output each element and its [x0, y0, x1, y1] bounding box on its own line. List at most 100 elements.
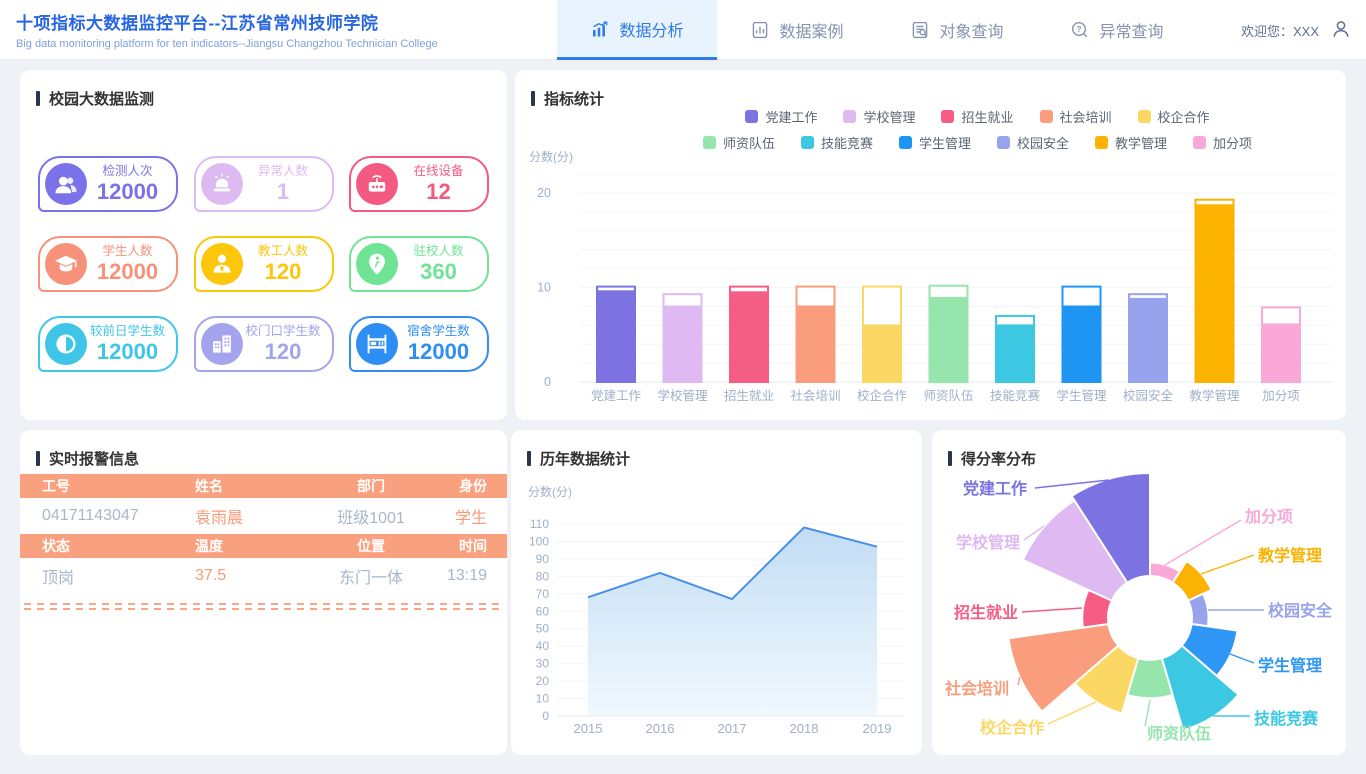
alert-table-header-row: 状态 温度 位置 时间	[20, 534, 507, 558]
legend-item-学校管理[interactable]: 学校管理	[843, 107, 915, 126]
panel-title: 指标统计	[515, 70, 1346, 109]
rose-label-校企合作: 校企合作	[980, 718, 1044, 737]
doc-search-icon	[910, 20, 930, 40]
report-icon	[750, 20, 770, 40]
legend-swatch	[800, 136, 814, 149]
legend-item-加分项[interactable]: 加分项	[1193, 133, 1252, 152]
legend-label: 学校管理	[863, 110, 916, 125]
svg-text:40: 40	[536, 639, 550, 653]
svg-text:社会培训: 社会培训	[790, 388, 840, 403]
tab-label: 对象查询	[939, 24, 1004, 41]
stat-card-教工人数: 教工人数 120	[193, 236, 334, 292]
rose-label-技能竞赛: 技能竞赛	[1254, 709, 1319, 728]
bar-chart: 0 10 20 分数(分) 党建工作 学校管理 招生就业 社会培训 校企合作 师资队伍 技能竞赛 学生…	[529, 149, 1333, 403]
campus-monitor-panel: 校园大数据监测 检测人次 12000 异常人数 1 在线设备 12 学生人数 12000 教工人…	[20, 70, 507, 420]
alert-data-cell: 班级1001	[337, 510, 405, 527]
legend-item-学生管理[interactable]: 学生管理	[898, 133, 971, 152]
indicator-stats-panel: 指标统计 党建工作 学校管理 招生就业 社会培训 校企合作 师资队伍 技能竞赛 学生管理 校园安…	[515, 70, 1346, 420]
rose-label-教学管理: 教学管理	[1258, 546, 1322, 565]
panel-title-text: 校园大数据监测	[49, 91, 155, 108]
stat-card-在线设备: 在线设备 12	[349, 156, 489, 212]
rose-label-招生就业: 招生就业	[954, 603, 1018, 622]
svg-text:20: 20	[537, 186, 551, 200]
legend-label: 加分项	[1213, 136, 1253, 151]
tab-object-query[interactable]: 对象查询	[877, 0, 1037, 60]
legend-label: 社会培训	[1059, 110, 1112, 125]
alert-table-data-row: 04171143047 袁雨晨 班级1001 学生	[20, 498, 507, 534]
legend-item-招生就业[interactable]: 招生就业	[941, 107, 1014, 126]
stat-value: 12000	[96, 179, 159, 205]
svg-text:80: 80	[536, 569, 550, 583]
alert-table: 工号 姓名 部门 身份 04171143047 袁雨晨 班级1001 学生 状态 温度 位置 时间 顶岗…	[20, 474, 507, 594]
stat-card-异常人数: 异常人数 1	[193, 156, 334, 212]
stat-value: 120	[264, 259, 302, 285]
staff-icon	[200, 243, 243, 285]
score-rate-panel: 加分项 教学管理 校园安全 学生管理 技能竞赛 师资队伍 校企合作 社会培训 招生就业 学校管理 党…	[932, 430, 1346, 755]
legend-item-校园安全[interactable]: 校园安全	[997, 133, 1069, 152]
legend-swatch	[843, 110, 857, 123]
bar-chart-legend: 党建工作 学校管理 招生就业 社会培训 校企合作师资队伍 技能竞赛 学生管理 校园安全 教学管理…	[625, 107, 1330, 159]
users-icon	[45, 163, 87, 205]
alarm-icon	[200, 163, 243, 205]
panel-title: 历年数据统计	[511, 430, 922, 469]
legend-item-校企合作[interactable]: 校企合作	[1137, 107, 1210, 126]
alert-table-header-row: 工号 姓名 部门 身份	[20, 474, 507, 498]
tab-anomaly-query[interactable]: ? 异常查询	[1037, 0, 1197, 60]
legend-label: 校企合作	[1157, 110, 1210, 125]
svg-text:10: 10	[537, 281, 551, 295]
svg-text:分数(分): 分数(分)	[529, 149, 573, 164]
alert-data-cell: 13:19	[447, 567, 488, 584]
legend-item-社会培训[interactable]: 社会培训	[1039, 107, 1112, 126]
stat-card-宿舍学生数: 宿舍学生数 12000	[349, 316, 489, 372]
legend-item-师资队伍[interactable]: 师资队伍	[702, 133, 775, 152]
stat-value: 360	[420, 259, 457, 285]
stat-card-检测人次: 检测人次 12000	[38, 156, 178, 212]
legend-swatch	[898, 136, 912, 149]
alert-header-cell: 位置	[357, 538, 385, 554]
alert-header-cell: 工号	[42, 478, 70, 494]
legend-item-技能竞赛[interactable]: 技能竞赛	[800, 133, 873, 152]
user-avatar-icon[interactable]	[1330, 18, 1352, 43]
svg-text:党建工作: 党建工作	[591, 388, 642, 403]
alert-header-cell: 温度	[195, 538, 223, 554]
contrast-icon	[45, 323, 87, 365]
title-marker	[948, 451, 952, 466]
stat-label: 宿舍学生数	[407, 323, 470, 338]
stat-value: 1	[276, 179, 290, 205]
rose-label-校园安全: 校园安全	[1268, 601, 1333, 620]
panel-title-text: 历年数据统计	[540, 451, 631, 468]
stat-value: 120	[264, 339, 302, 365]
alert-table-data-row: 顶岗 37.5 东门一体 13:19	[20, 558, 507, 594]
svg-text:校园安全: 校园安全	[1123, 388, 1174, 403]
svg-text:加分项: 加分项	[1262, 389, 1300, 403]
chart-rise-icon	[590, 19, 610, 39]
stat-label: 学生人数	[102, 243, 153, 258]
legend-swatch	[1193, 136, 1207, 149]
app-title: 十项指标大数据监控平台--江苏省常州技师学院	[16, 14, 379, 33]
stat-label: 较前日学生数	[89, 323, 165, 338]
svg-text:100: 100	[529, 535, 549, 549]
legend-label: 校园安全	[1017, 136, 1070, 151]
app-title-block: 十项指标大数据监控平台--江苏省常州技师学院 Big data monitori…	[16, 9, 438, 50]
tab-label: 数据分析	[619, 22, 684, 40]
tab-data-analysis[interactable]: 数据分析	[557, 0, 717, 60]
legend-label: 技能竞赛	[820, 136, 873, 151]
alert-header-cell: 部门	[357, 478, 385, 494]
legend-item-党建工作[interactable]: 党建工作	[745, 107, 817, 126]
alert-data-cell: 学生	[454, 510, 487, 527]
svg-text:招生就业: 招生就业	[724, 388, 774, 403]
nav-tabs: 数据分析 数据案例 对象查询 ? 异常查询	[557, 0, 1197, 60]
svg-text:技能竞赛: 技能竞赛	[990, 388, 1041, 403]
stat-value: 12000	[407, 339, 470, 365]
rose-label-学生管理: 学生管理	[1258, 656, 1322, 675]
title-marker	[36, 91, 40, 106]
legend-item-教学管理[interactable]: 教学管理	[1095, 133, 1167, 152]
tab-data-cases[interactable]: 数据案例	[717, 0, 877, 60]
alert-data-cell: 04171143047	[42, 507, 139, 524]
legend-swatch	[941, 110, 955, 123]
svg-text:分数(分): 分数(分)	[528, 484, 572, 499]
rose-label-师资队伍: 师资队伍	[1147, 724, 1211, 743]
panel-title-text: 得分率分布	[961, 451, 1037, 468]
legend-swatch	[702, 136, 716, 149]
svg-text:2015: 2015	[574, 721, 603, 736]
